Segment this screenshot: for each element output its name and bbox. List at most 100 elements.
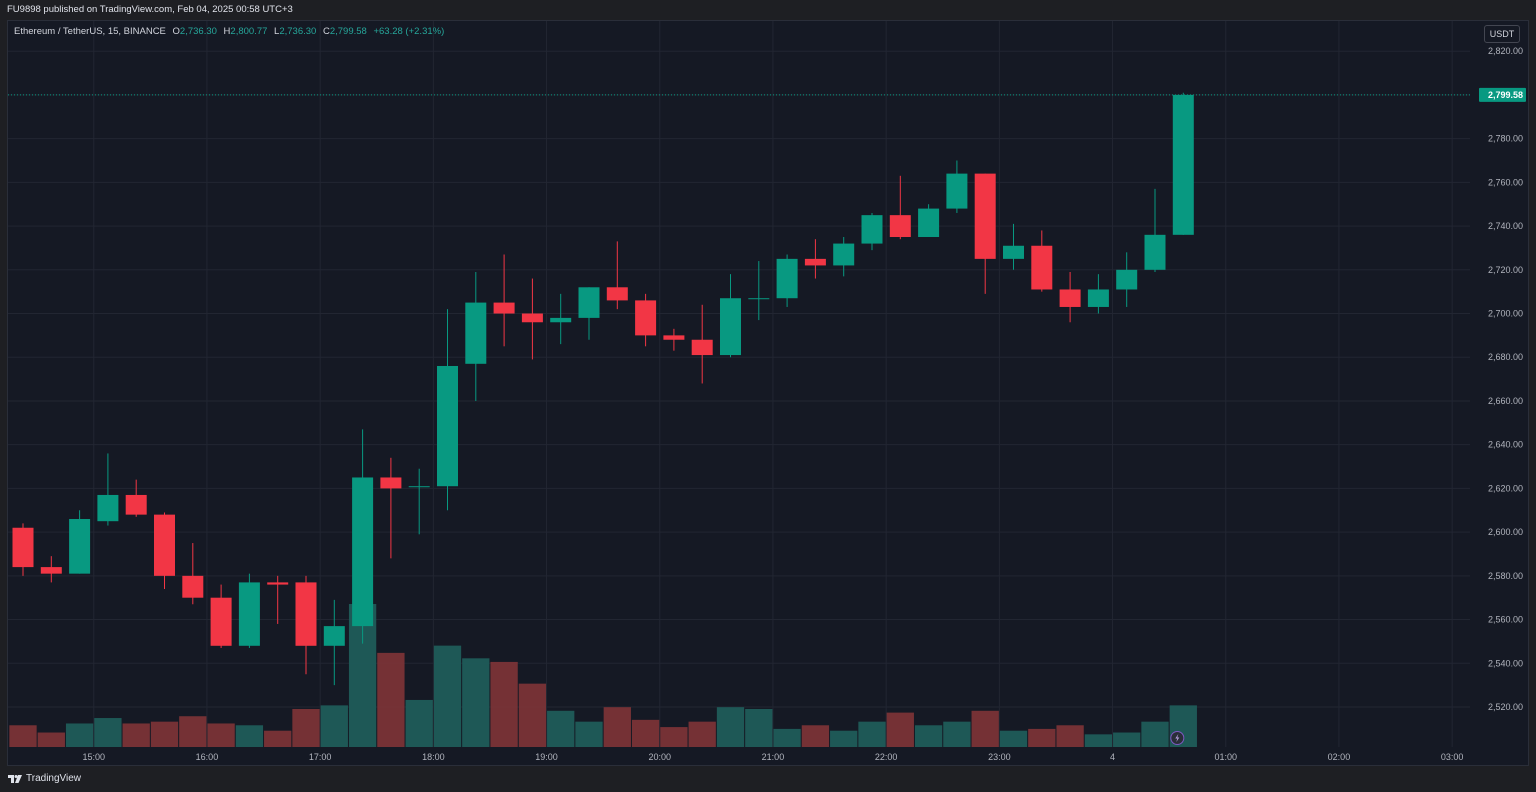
high-value: 2,800.77 bbox=[230, 26, 268, 37]
candles bbox=[12, 92, 1194, 686]
price-tick-label: 2,740.00 bbox=[1488, 221, 1523, 231]
time-tick-label: 02:00 bbox=[1328, 752, 1351, 762]
candle-body bbox=[606, 287, 628, 301]
candle-body bbox=[437, 365, 458, 487]
currency-button[interactable]: USDT bbox=[1484, 25, 1520, 43]
volume-bar bbox=[207, 723, 235, 747]
time-tick-label: 20:00 bbox=[648, 752, 671, 762]
candle-body bbox=[748, 298, 770, 300]
price-tick-label: 2,660.00 bbox=[1488, 396, 1523, 406]
candle-body bbox=[125, 494, 147, 515]
candle-body bbox=[521, 313, 543, 323]
volume-bar bbox=[660, 727, 688, 747]
volume-bar bbox=[745, 708, 773, 747]
time-tick-label: 18:00 bbox=[422, 752, 445, 762]
symbol-title: Ethereum / TetherUS, 15, BINANCE bbox=[14, 26, 166, 37]
candle-body bbox=[833, 243, 855, 266]
volume-bar bbox=[943, 721, 971, 747]
candle-body bbox=[493, 302, 515, 314]
time-tick-label: 19:00 bbox=[535, 752, 558, 762]
chart-pane[interactable]: 2,520.00 2,540.00 2,560.00 2,580.00 2,600.00… bbox=[7, 20, 1529, 766]
volume-bar bbox=[971, 710, 999, 747]
open-value: 2,736.30 bbox=[179, 26, 217, 37]
candle-body bbox=[691, 339, 713, 356]
volume-bar bbox=[37, 732, 65, 747]
candle-body bbox=[154, 514, 175, 576]
candle-body bbox=[295, 582, 317, 646]
price-tick-label: 2,780.00 bbox=[1488, 134, 1523, 144]
candle-body bbox=[861, 215, 883, 244]
volume-bar bbox=[490, 661, 518, 747]
price-tick-label: 2,540.00 bbox=[1488, 658, 1523, 668]
candle-body bbox=[238, 582, 260, 646]
volume-bar bbox=[1056, 725, 1084, 747]
candle-body bbox=[380, 477, 402, 489]
change-value: +63.28 (+2.31%) bbox=[373, 26, 445, 37]
close-value: 2,799.58 bbox=[329, 26, 367, 37]
price-tick-label: 2,760.00 bbox=[1488, 177, 1523, 187]
volume-bar bbox=[94, 718, 122, 747]
high-key: H bbox=[223, 26, 231, 37]
time-tick-label: 03:00 bbox=[1441, 752, 1464, 762]
candle-body bbox=[323, 626, 345, 646]
volume-bar bbox=[547, 710, 575, 747]
volume-bar bbox=[518, 683, 547, 747]
volume-bar bbox=[858, 721, 886, 747]
low-value: 2,736.30 bbox=[279, 26, 317, 37]
time-tick-label: 22:00 bbox=[875, 752, 898, 762]
candle-body bbox=[578, 287, 600, 318]
low-key: L bbox=[274, 26, 280, 37]
price-tick-label: 2,560.00 bbox=[1488, 615, 1523, 625]
candle-body bbox=[40, 567, 62, 574]
price-tick-label: 2,820.00 bbox=[1488, 46, 1523, 56]
candle-body bbox=[946, 173, 968, 209]
volume-bar bbox=[292, 708, 320, 747]
open-key: O bbox=[172, 26, 180, 37]
candle-body bbox=[635, 300, 657, 336]
volume-bar bbox=[235, 725, 264, 747]
candle-body bbox=[408, 486, 430, 488]
candle-body bbox=[1172, 94, 1194, 235]
time-tick-label: 01:00 bbox=[1214, 752, 1237, 762]
price-tick-label: 2,520.00 bbox=[1488, 702, 1523, 712]
volume-bar bbox=[1113, 732, 1141, 747]
candle-body bbox=[182, 575, 204, 598]
time-tick-label: 21:00 bbox=[762, 752, 785, 762]
close-key: C bbox=[322, 26, 330, 37]
volume-bar bbox=[1028, 728, 1056, 747]
lightning-glyph bbox=[1175, 734, 1180, 742]
time-axis: 15:00 16:00 17:00 18:00 19:00 20:00 21:00 22:00… bbox=[82, 752, 1463, 762]
candle-body bbox=[267, 582, 289, 585]
candle-body bbox=[352, 477, 374, 627]
time-tick-label: 23:00 bbox=[988, 752, 1011, 762]
price-tick-label: 2,640.00 bbox=[1488, 440, 1523, 450]
volume-bar bbox=[1084, 734, 1113, 747]
volume-bar bbox=[575, 721, 603, 747]
tradingview-logo[interactable]: TradingView bbox=[8, 773, 81, 784]
price-chart[interactable]: 2,520.00 2,540.00 2,560.00 2,580.00 2,600.00… bbox=[8, 21, 1529, 766]
candle-body bbox=[974, 173, 996, 259]
last-price-label: 2,799.58 bbox=[1488, 90, 1523, 100]
volume-bar bbox=[122, 723, 150, 747]
volume-bar bbox=[405, 699, 433, 747]
price-tick-label: 2,580.00 bbox=[1488, 571, 1523, 581]
volume-bar bbox=[9, 725, 37, 747]
volume-bar bbox=[773, 728, 801, 747]
candle-body bbox=[918, 208, 940, 238]
volume-bar bbox=[886, 712, 914, 747]
candle-body bbox=[550, 317, 572, 323]
price-tick-label: 2,680.00 bbox=[1488, 352, 1523, 362]
candle-body bbox=[1087, 289, 1109, 307]
tradingview-icon bbox=[8, 774, 22, 783]
candle-body bbox=[210, 597, 232, 646]
candle-body bbox=[97, 494, 119, 522]
candle-body bbox=[1003, 245, 1024, 259]
volume-bar bbox=[264, 730, 292, 747]
footer: TradingView bbox=[0, 766, 1536, 792]
publish-header: FU9898 published on TradingView.com, Feb… bbox=[0, 0, 1536, 20]
candle-body bbox=[1116, 269, 1138, 290]
volume-bars bbox=[9, 604, 1197, 747]
volume-bar bbox=[631, 719, 660, 747]
symbol-legend: Ethereum / TetherUS, 15, BINANCE O2,736.… bbox=[14, 26, 444, 37]
price-tick-label: 2,720.00 bbox=[1488, 265, 1523, 275]
